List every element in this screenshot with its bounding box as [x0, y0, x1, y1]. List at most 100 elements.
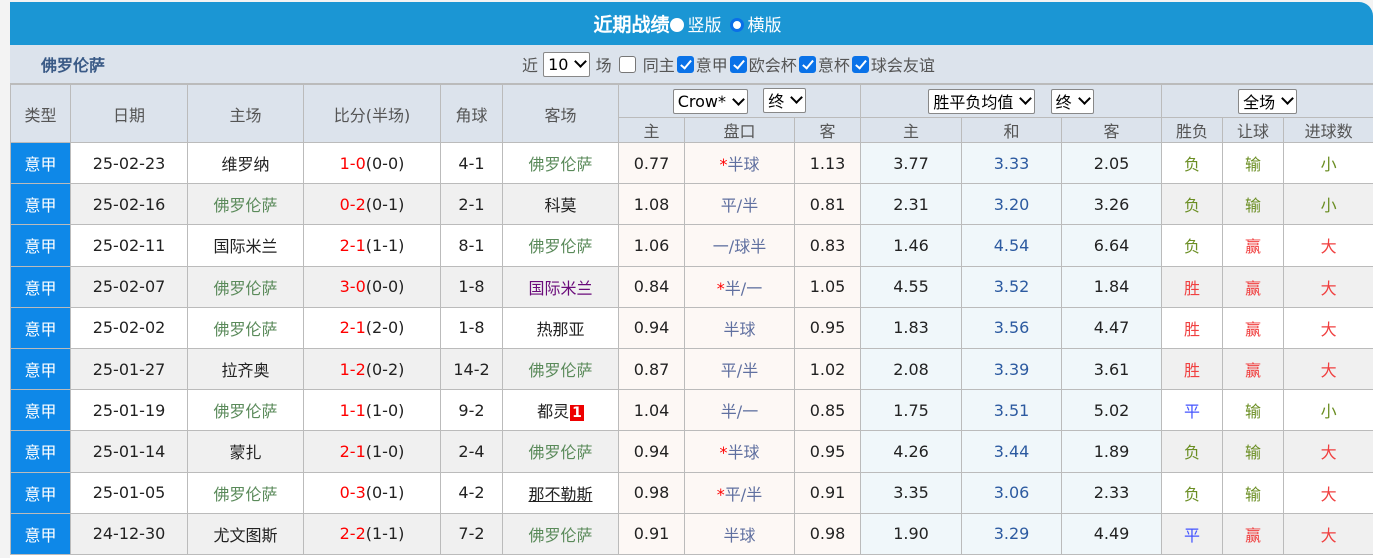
handicap-line: 半球 — [727, 443, 760, 463]
away-team-link[interactable]: 佛罗伦萨 — [528, 443, 593, 463]
result-header: 全场 — [1161, 84, 1373, 118]
col-type: 类型 — [10, 84, 71, 143]
competition-cell[interactable]: 意甲 — [10, 224, 71, 267]
handicap-away-odds: 0.91 — [793, 471, 862, 514]
competition-cell[interactable]: 意甲 — [10, 265, 71, 308]
handicap-home-odds: 0.77 — [618, 141, 685, 185]
goals-result-cell: 大 — [1283, 224, 1373, 267]
handicap-time-value: 终 — [768, 92, 785, 112]
competition-cell[interactable]: 意甲 — [10, 512, 71, 555]
star-marker: * — [716, 278, 725, 298]
away-team-link[interactable]: 佛罗伦萨 — [528, 361, 593, 381]
home-team-link[interactable]: 佛罗伦萨 — [213, 196, 278, 216]
goals-result-cell: 大 — [1283, 265, 1373, 308]
match-count-select[interactable]: 10 — [543, 51, 591, 77]
away-team-link[interactable]: 科莫 — [544, 196, 577, 216]
competition-cell[interactable]: 意甲 — [10, 306, 71, 349]
away-team-link[interactable]: 佛罗伦萨 — [528, 155, 593, 175]
away-team-link[interactable]: 热那亚 — [536, 319, 585, 339]
away-team-cell: 科莫 — [502, 183, 619, 226]
handicap-time-select[interactable]: 终 — [763, 87, 807, 113]
score-cell[interactable]: 3-0(0-0) — [303, 265, 441, 308]
home-team-link[interactable]: 佛罗伦萨 — [213, 319, 278, 339]
competition-cell[interactable]: 意甲 — [10, 141, 71, 185]
goals-result-cell: 小 — [1283, 141, 1373, 185]
col-a-draw: 和 — [961, 117, 1063, 143]
score-cell[interactable]: 0-2(0-1) — [303, 183, 441, 226]
home-team-link[interactable]: 佛罗伦萨 — [213, 278, 278, 298]
home-team-cell: 拉齐奥 — [187, 347, 304, 391]
radio-icon[interactable] — [669, 18, 684, 32]
score-cell[interactable]: 2-1(2-0) — [303, 306, 441, 349]
half-time-score: (0-1) — [365, 483, 405, 503]
avg-home-odds: 1.75 — [860, 389, 963, 432]
table-row: 意甲 25-02-07 佛罗伦萨 3-0(0-0) 1-8 国际米兰 0.84 *半/一 1.0… — [10, 265, 1373, 308]
date-cell: 24-12-30 — [70, 512, 188, 555]
col-a-away: 客 — [1061, 117, 1163, 143]
score-cell[interactable]: 1-1(1-0) — [303, 389, 441, 432]
scope-select[interactable]: 全场 — [1238, 88, 1298, 114]
competition-checkbox-coppa-italia[interactable] — [798, 55, 816, 73]
handicap-line-cell: 半球 — [684, 512, 795, 555]
score-cell[interactable]: 0-3(0-1) — [303, 471, 441, 514]
avg-odds-select[interactable]: 胜平负均值 — [928, 88, 1036, 114]
vertical-layout-radio[interactable]: 竖版 — [669, 11, 722, 36]
avg-home-odds: 3.35 — [860, 471, 963, 514]
home-team-link[interactable]: 佛罗伦萨 — [213, 484, 278, 504]
away-team-link[interactable]: 都灵 — [537, 402, 570, 422]
competition-cell[interactable]: 意甲 — [10, 389, 71, 432]
score-cell[interactable]: 1-0(0-0) — [303, 141, 441, 185]
home-team-link[interactable]: 佛罗伦萨 — [213, 402, 278, 422]
competition-checkbox-conference-league[interactable] — [729, 55, 747, 73]
avg-away-odds: 4.47 — [1061, 306, 1163, 349]
full-time-score: 1-2 — [339, 359, 366, 379]
home-team-link[interactable]: 维罗纳 — [221, 155, 270, 175]
score-cell[interactable]: 2-1(1-1) — [303, 224, 441, 267]
score-cell[interactable]: 2-2(1-1) — [303, 512, 441, 555]
result-cell: 胜 — [1161, 265, 1224, 308]
result-cell: 平 — [1161, 389, 1224, 432]
col-score: 比分(半场) — [303, 84, 441, 143]
away-team-link[interactable]: 那不勒斯 — [528, 484, 593, 504]
competition-checkbox-serie-a[interactable] — [676, 55, 694, 73]
same-home-checkbox[interactable] — [618, 55, 636, 73]
competition-cell[interactable]: 意甲 — [10, 347, 71, 391]
half-time-score: (2-0) — [365, 318, 405, 338]
handicap-line-cell: 平/半 — [684, 183, 795, 226]
handicap-away-odds: 1.13 — [793, 141, 862, 185]
handicap-line: 平/半 — [724, 484, 763, 504]
handicap-company-value: Crow* — [677, 92, 727, 112]
home-team-link[interactable]: 尤文图斯 — [213, 525, 278, 545]
competition-cell[interactable]: 意甲 — [10, 471, 71, 514]
date-cell: 25-01-19 — [70, 389, 188, 432]
horizontal-label: 横版 — [747, 16, 782, 36]
competition-label: 球会友谊 — [870, 56, 935, 75]
away-team-link[interactable]: 佛罗伦萨 — [528, 237, 593, 257]
handicap-line-cell: 平/半 — [684, 347, 795, 391]
table-row: 意甲 25-01-19 佛罗伦萨 1-1(1-0) 9-2 都灵 1 1.04 半/一 0.85 1… — [10, 389, 1373, 432]
away-team-link[interactable]: 国际米兰 — [528, 278, 593, 298]
competition-label: 意甲 — [695, 56, 728, 75]
avg-home-odds: 2.31 — [860, 183, 963, 226]
home-team-cell: 佛罗伦萨 — [187, 389, 304, 432]
home-team-cell: 尤文图斯 — [187, 512, 304, 555]
avg-time-select[interactable]: 终 — [1050, 88, 1094, 114]
competition-checkbox-club-friendly[interactable] — [851, 55, 869, 73]
horizontal-layout-radio[interactable]: 横版 — [729, 11, 782, 36]
radio-selected-icon[interactable] — [729, 18, 744, 32]
home-team-link[interactable]: 蒙扎 — [229, 443, 262, 463]
same-home-label: 同主 — [642, 56, 675, 75]
score-cell[interactable]: 2-1(1-0) — [303, 430, 441, 473]
home-team-link[interactable]: 国际米兰 — [213, 237, 278, 257]
competition-cell[interactable]: 意甲 — [10, 430, 71, 473]
avg-draw-odds: 3.39 — [961, 347, 1063, 391]
competition-cell[interactable]: 意甲 — [10, 183, 71, 226]
score-cell[interactable]: 1-2(0-2) — [303, 347, 441, 391]
handicap-company-select[interactable]: Crow* — [672, 89, 749, 115]
away-team-link[interactable]: 佛罗伦萨 — [528, 525, 593, 545]
col-h-away: 客 — [793, 117, 862, 143]
handicap-line: 平/半 — [720, 361, 759, 381]
col-home: 主场 — [187, 84, 304, 143]
home-team-link[interactable]: 拉齐奥 — [221, 361, 270, 381]
handicap-line: 半球 — [723, 319, 756, 339]
